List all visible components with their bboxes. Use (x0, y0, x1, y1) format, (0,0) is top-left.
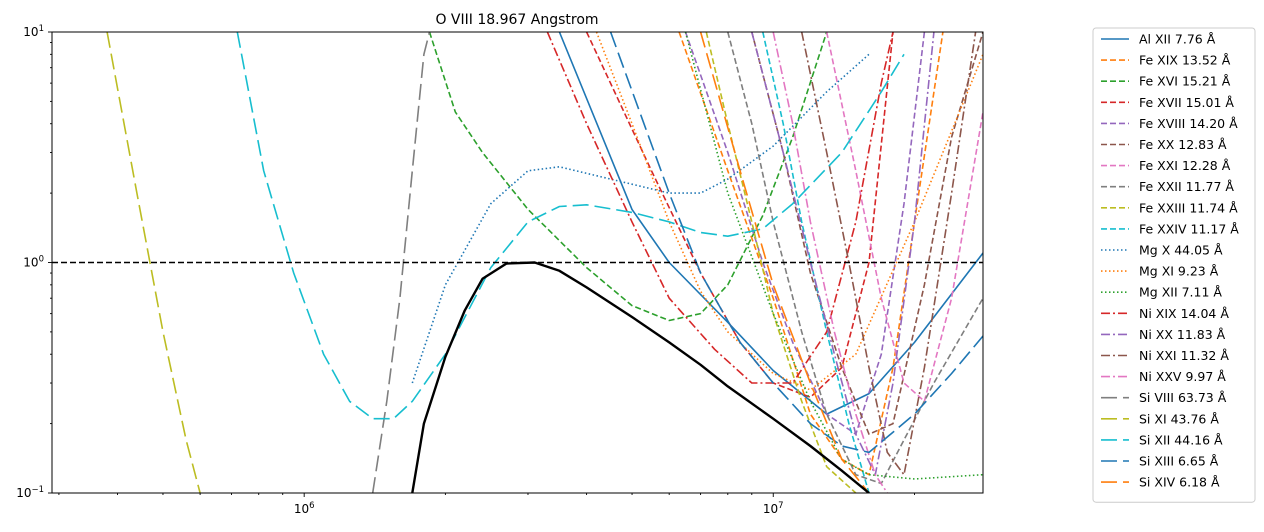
series-line (751, 32, 983, 436)
legend-label: Fe XXII 11.77 Å (1139, 179, 1234, 194)
x-axis: 106 107 (58, 493, 915, 516)
series-line (705, 32, 857, 493)
series-line (800, 32, 977, 476)
series-line (558, 32, 983, 415)
series-line (684, 32, 926, 436)
legend-label: Fe XVII 15.01 Å (1139, 95, 1234, 110)
curves-layer (52, 32, 983, 493)
legend-label: Si XI 43.76 Å (1139, 411, 1219, 426)
series-line (236, 32, 905, 420)
y-axis: 10−1 100 101 (16, 24, 52, 500)
legend-label: Si XIV 6.18 Å (1139, 475, 1220, 490)
legend-label: Ni XIX 14.04 Å (1139, 306, 1229, 321)
legend-label: Fe XX 12.83 Å (1139, 137, 1227, 152)
chart-title: O VIII 18.967 Angstrom (435, 12, 598, 28)
legend-label: Ni XX 11.83 Å (1139, 327, 1226, 342)
series-line (411, 53, 870, 384)
x-tick-label: 107 (763, 501, 784, 516)
legend-label: Mg XI 9.23 Å (1139, 264, 1219, 279)
legend-label: Fe XIX 13.52 Å (1139, 53, 1231, 68)
legend-label: Fe XXIV 11.17 Å (1139, 221, 1239, 236)
series-line (699, 32, 870, 493)
series-line (751, 32, 935, 476)
series-line (684, 32, 983, 480)
legend-label: Si XII 44.16 Å (1139, 432, 1223, 447)
series-line (727, 32, 983, 485)
series-line (428, 32, 828, 322)
y-tick-label: 100 (23, 255, 44, 270)
series-line (546, 32, 894, 384)
series-line (609, 32, 983, 454)
legend-label: Fe XVI 15.21 Å (1139, 74, 1231, 89)
legend-label: Ni XXV 9.97 Å (1139, 369, 1226, 384)
series-line (772, 32, 888, 493)
legend-label: Fe XXI 12.28 Å (1139, 158, 1231, 173)
y-tick-label: 101 (23, 24, 44, 39)
legend: Al XII 7.76 Å Fe XIX 13.52 Å Fe XVI 15.21 … (1092, 27, 1256, 503)
legend-label: Fe XXIII 11.74 Å (1139, 200, 1238, 215)
legend-label: Si XIII 6.65 Å (1139, 454, 1219, 469)
legend-box (1092, 27, 1256, 503)
legend-label: Si VIII 63.73 Å (1139, 390, 1227, 405)
series-line (106, 32, 201, 493)
series-line (371, 32, 431, 493)
envelope-line (411, 261, 870, 493)
legend-label: Fe XVIII 14.20 Å (1139, 116, 1238, 131)
legend-label: Mg X 44.05 Å (1139, 243, 1223, 258)
legend-label: Mg XII 7.11 Å (1139, 285, 1222, 300)
x-tick-label: 106 (294, 501, 315, 516)
y-tick-label: 10−1 (16, 485, 44, 500)
legend-label: Al XII 7.76 Å (1139, 32, 1216, 47)
series-line (595, 32, 983, 391)
legend-label: Ni XXI 11.32 Å (1139, 348, 1229, 363)
